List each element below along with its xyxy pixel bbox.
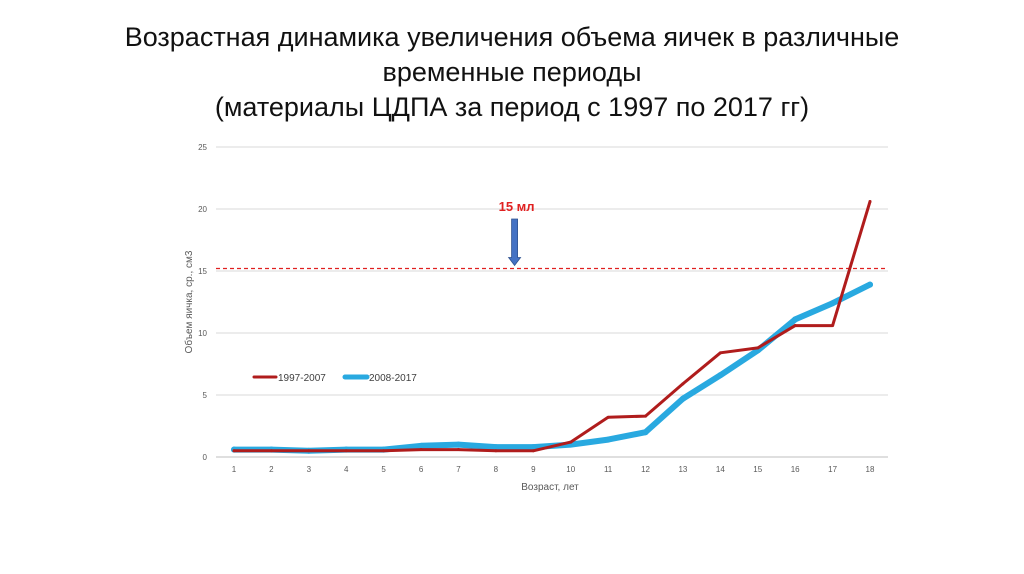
data-point xyxy=(831,324,835,328)
series-line-1997-2007 xyxy=(232,200,872,453)
annotation-15ml: 15 мл xyxy=(499,199,535,267)
y-tick-label: 0 xyxy=(203,453,208,462)
series-lines xyxy=(231,200,873,454)
y-tick-label: 5 xyxy=(203,391,208,400)
data-point xyxy=(644,414,648,418)
legend-label: 2008-2017 xyxy=(369,373,417,384)
slide-title-line-3: (материалы ЦДПА за период с 1997 по 2017… xyxy=(214,92,810,122)
legend-item-2008-2017: 2008-2017 xyxy=(342,373,417,384)
data-point xyxy=(793,324,797,328)
y-tick-label: 15 xyxy=(198,267,207,276)
data-point xyxy=(569,440,573,444)
x-tick-label: 14 xyxy=(716,465,725,474)
x-tick-label: 3 xyxy=(307,465,312,474)
data-point xyxy=(792,316,799,323)
x-tick-label: 4 xyxy=(344,465,349,474)
x-tick-label: 7 xyxy=(456,465,461,474)
x-tick-label: 5 xyxy=(381,465,386,474)
series-line-2008-2017 xyxy=(231,281,873,454)
y-tick-label: 10 xyxy=(198,329,207,338)
down-arrow-icon xyxy=(507,218,522,267)
annotation-label: 15 мл xyxy=(499,199,535,214)
x-tick-label: 17 xyxy=(828,465,837,474)
data-point xyxy=(344,449,348,453)
x-tick-label: 6 xyxy=(419,465,424,474)
x-tick-label: 9 xyxy=(531,465,536,474)
data-point xyxy=(494,449,498,453)
x-tick-label: 8 xyxy=(494,465,499,474)
x-tick-label: 18 xyxy=(866,465,875,474)
x-tick-label: 2 xyxy=(269,465,274,474)
data-point xyxy=(606,415,610,419)
legend-label: 1997-2007 xyxy=(278,373,326,384)
data-point xyxy=(681,382,685,386)
slide-title-line-2: временные периоды xyxy=(382,57,642,87)
data-point xyxy=(307,449,311,453)
data-point xyxy=(756,346,760,350)
x-tick-label: 11 xyxy=(604,465,613,474)
data-point xyxy=(718,351,722,355)
y-tick-label: 20 xyxy=(198,205,207,214)
data-point xyxy=(717,372,724,379)
data-point xyxy=(269,449,273,453)
y-axis-tick-labels: 0 5 10 15 20 25 xyxy=(198,143,207,462)
data-point xyxy=(419,448,423,452)
x-axis-title: Возраст, лет xyxy=(521,482,579,493)
data-point xyxy=(605,436,612,443)
x-tick-label: 13 xyxy=(678,465,687,474)
slide-title: Возрастная динамика увеличения объема яи… xyxy=(40,20,984,125)
y-tick-label: 25 xyxy=(198,143,207,152)
slide-title-line-1: Возрастная динамика увеличения объема яи… xyxy=(124,22,900,52)
gridlines xyxy=(216,146,888,396)
legend: 1997-2007 2008-2017 xyxy=(252,373,417,384)
x-tick-label: 16 xyxy=(791,465,800,474)
x-tick-label: 15 xyxy=(753,465,762,474)
data-point xyxy=(829,300,836,307)
x-tick-label: 1 xyxy=(232,465,237,474)
x-axis-tick-labels: 1 2 3 4 5 6 7 8 9 10 11 12 13 14 15 16 17 18 xyxy=(232,465,875,474)
data-point xyxy=(642,429,649,436)
data-point xyxy=(232,449,236,453)
series-1997-2007 xyxy=(232,200,872,453)
legend-item-1997-2007: 1997-2007 xyxy=(252,373,326,384)
data-point xyxy=(867,281,873,288)
data-point xyxy=(418,442,425,449)
x-tick-label: 12 xyxy=(641,465,650,474)
data-point xyxy=(530,444,537,451)
data-point xyxy=(456,448,460,452)
data-point xyxy=(382,449,386,453)
x-tick-label: 10 xyxy=(566,465,575,474)
data-point xyxy=(679,395,686,402)
y-axis-title: Объем яичка, ср., см3 xyxy=(183,250,195,353)
data-point xyxy=(455,441,462,448)
data-point xyxy=(531,449,535,453)
data-point xyxy=(868,200,872,204)
series-2008-2017 xyxy=(231,281,873,454)
data-point xyxy=(492,444,499,451)
